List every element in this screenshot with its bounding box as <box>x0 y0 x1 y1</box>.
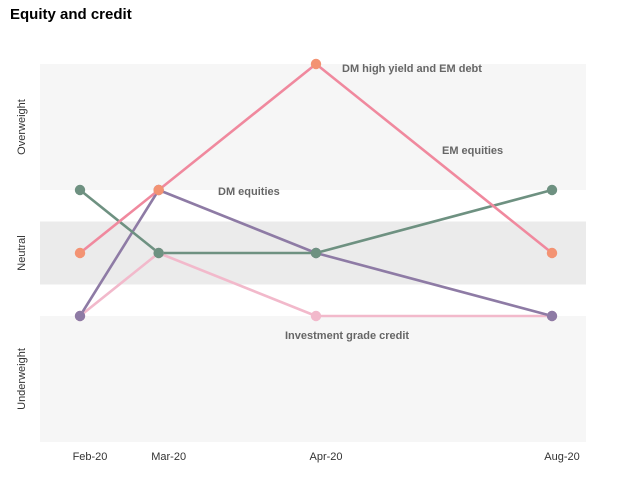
series-line-dm-equities <box>78 188 554 318</box>
series-line-dm-high-yield-and-em-debt <box>78 62 554 255</box>
point-em-equities-aug-20 <box>546 184 558 196</box>
x-tick-apr-20: Apr-20 <box>309 451 342 463</box>
x-tick-mar-20: Mar-20 <box>151 451 186 463</box>
chart-title: Equity and credit <box>10 6 132 23</box>
y-band-label-underweight: Underweight <box>16 348 28 410</box>
series-line-investment-grade-credit <box>78 251 554 318</box>
point-em-equities-apr-20 <box>310 247 322 259</box>
point-dm-high-yield-and-em-debt-feb-20 <box>74 247 86 259</box>
point-dm-equities-feb-20 <box>74 310 86 322</box>
point-dm-high-yield-and-em-debt-mar-20 <box>153 184 164 196</box>
x-tick-feb-20: Feb-20 <box>73 451 108 463</box>
point-investment-grade-credit-apr-20 <box>310 310 322 322</box>
point-dm-high-yield-and-em-debt-apr-20 <box>310 58 322 70</box>
band-underweight <box>40 316 586 442</box>
y-band-label-neutral: Neutral <box>16 235 28 270</box>
annotation-dm-equities: DM equities <box>218 186 280 198</box>
annotation-em-equities: EM equities <box>442 145 503 157</box>
band-overweight <box>40 64 586 190</box>
point-em-equities-mar-20 <box>153 247 164 259</box>
point-dm-equities-aug-20 <box>546 310 558 322</box>
y-band-label-overweight: Overweight <box>16 99 28 155</box>
annotation-investment-grade-credit: Investment grade credit <box>285 330 409 342</box>
x-tick-aug-20: Aug-20 <box>544 451 579 463</box>
annotation-dm-high-yield-and-em-debt: DM high yield and EM debt <box>342 63 482 75</box>
point-em-equities-feb-20 <box>74 184 86 196</box>
point-dm-high-yield-and-em-debt-aug-20 <box>546 247 558 259</box>
